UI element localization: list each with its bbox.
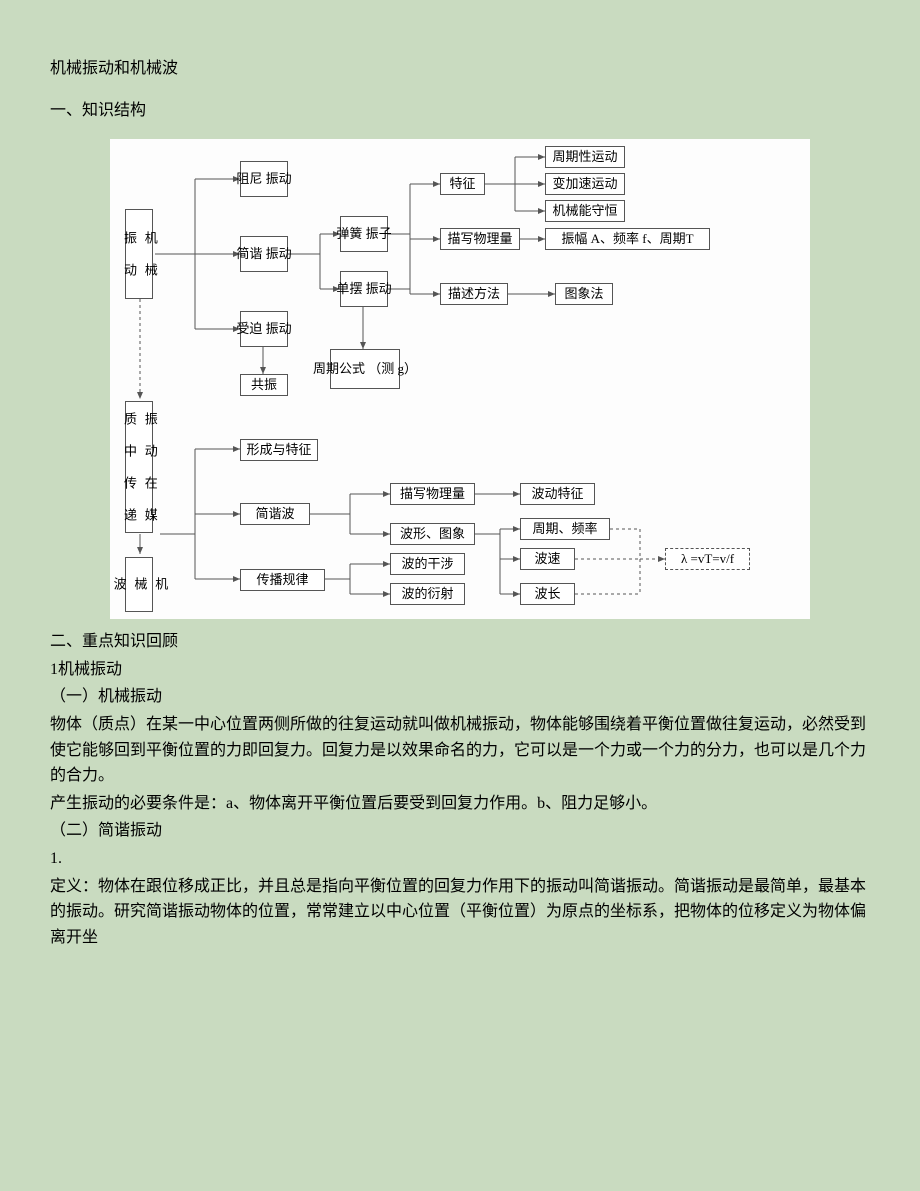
subheading-2: （二）简谐振动 xyxy=(50,818,870,844)
node-miaoxiewl: 描写物理量 xyxy=(440,228,520,250)
node-boxingtx: 波形、图象 xyxy=(390,523,475,545)
node-bodeyanshi: 波的衍射 xyxy=(390,583,465,605)
node-gongzhen: 共振 xyxy=(240,374,288,396)
node-tuxiangfa: 图象法 xyxy=(555,283,613,305)
node-bianjiasu: 变加速运动 xyxy=(545,173,625,195)
node-bochang: 波长 xyxy=(520,583,575,605)
list-num-1: 1. xyxy=(50,846,870,872)
node-zhenfuafT: 振幅 A、频率 f、周期T xyxy=(545,228,710,250)
node-zhouqigs: 周期公式 （测 g） xyxy=(330,349,400,389)
node-jxzd: 机 械 振 动 xyxy=(125,209,153,299)
node-shoupo: 受迫 振动 xyxy=(240,311,288,347)
node-tanhuang: 弹簧 振子 xyxy=(340,216,388,252)
node-zhouqipinlv: 周期、频率 xyxy=(520,518,610,540)
node-zuni: 阻尼 振动 xyxy=(240,161,288,197)
node-bodeganshe: 波的干涉 xyxy=(390,553,465,575)
section-2-heading: 二、重点知识回顾 xyxy=(50,629,870,655)
node-danbai: 单摆 振动 xyxy=(340,271,388,307)
paragraph-1b: 产生振动的必要条件是：a、物体离开平衡位置后要受到回复力作用。b、阻力足够小。 xyxy=(50,791,870,817)
node-chuanbo: 传播规律 xyxy=(240,569,325,591)
node-bosu: 波速 xyxy=(520,548,575,570)
node-xingcheng: 形成与特征 xyxy=(240,439,318,461)
diagram-edges xyxy=(110,139,810,619)
node-jianxie: 简谐 振动 xyxy=(240,236,288,272)
doc-title: 机械振动和机械波 xyxy=(50,56,870,82)
node-jxb-root: 机 械 波 xyxy=(125,557,153,612)
node-jianxiebo: 简谐波 xyxy=(240,503,310,525)
node-zdmz: 振 动 在 媒 质 中 传 递 xyxy=(125,401,153,533)
node-miaoxiewl2: 描写物理量 xyxy=(390,483,475,505)
subheading-1: （一）机械振动 xyxy=(50,684,870,710)
node-bodongtez: 波动特征 xyxy=(520,483,595,505)
paragraph-1: 物体（质点）在某一中心位置两侧所做的往复运动就叫做机械振动，物体能够围绕着平衡位… xyxy=(50,712,870,789)
node-miaoshuff: 描述方法 xyxy=(440,283,508,305)
heading-1: 1机械振动 xyxy=(50,657,870,683)
knowledge-structure-diagram: 机 械 振 动 振 动 在 媒 质 中 传 递 机 械 波 阻尼 振动 简谐 振… xyxy=(110,139,810,619)
node-tezheng: 特征 xyxy=(440,173,485,195)
node-jixienengshouheng: 机械能守恒 xyxy=(545,200,625,222)
node-lambda: λ =vT=v/f xyxy=(665,548,750,570)
section-1-heading: 一、知识结构 xyxy=(50,98,870,124)
paragraph-2: 定义：物体在跟位移成正比，并且总是指向平衡位置的回复力作用下的振动叫简谐振动。简… xyxy=(50,874,870,951)
node-zhouqixing: 周期性运动 xyxy=(545,146,625,168)
